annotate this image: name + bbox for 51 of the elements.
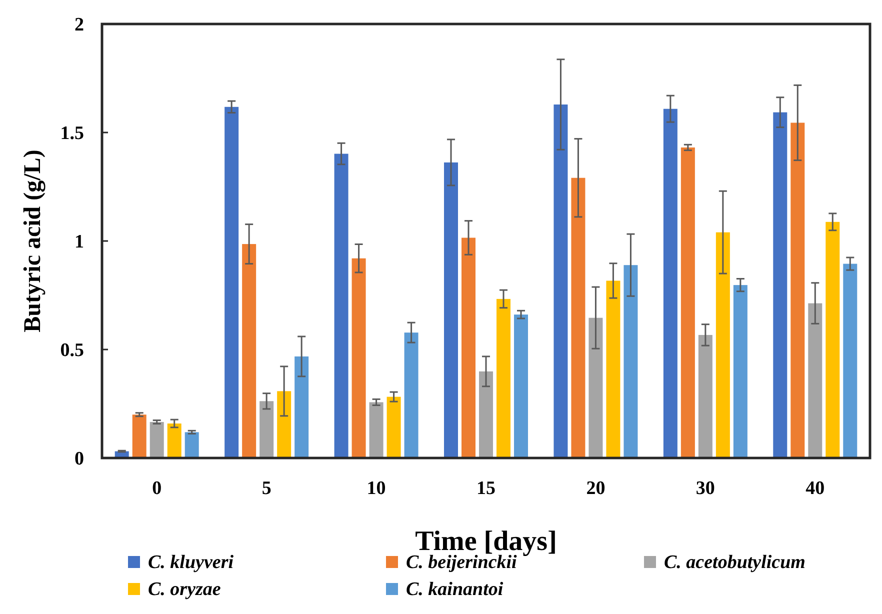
- bar: [224, 106, 239, 458]
- x-tick-label: 15: [476, 478, 496, 499]
- bar: [588, 318, 603, 458]
- x-tick-label: 40: [806, 478, 825, 499]
- bar: [843, 264, 858, 458]
- bar: [790, 122, 805, 458]
- y-tick-label: 1: [74, 232, 84, 253]
- bar: [184, 432, 199, 458]
- bar: [444, 162, 458, 458]
- bar: [571, 178, 586, 458]
- bar: [773, 112, 788, 458]
- x-tick-label: 20: [586, 478, 606, 499]
- bar: [352, 258, 366, 458]
- y-tick-label: 2: [74, 14, 84, 36]
- bar: [698, 334, 712, 458]
- legend-label: C. kluyveri: [148, 552, 234, 573]
- bar: [462, 238, 476, 458]
- bar: [716, 232, 730, 458]
- x-tick-label: 5: [262, 478, 272, 499]
- bar: [808, 303, 822, 458]
- bar: [242, 244, 256, 458]
- bar: [294, 356, 309, 458]
- legend-label: C. oryzae: [148, 579, 222, 600]
- bar: [606, 280, 620, 458]
- bar: [167, 423, 182, 458]
- y-tick-label: 0: [74, 448, 84, 470]
- bar: [496, 298, 510, 458]
- bar: [260, 401, 274, 458]
- bar: [369, 402, 384, 458]
- bar: [624, 265, 638, 458]
- y-tick-label: 0.5: [60, 340, 84, 362]
- bar: [132, 414, 146, 458]
- bar: [404, 332, 418, 458]
- legend-label: C. acetobutylicum: [664, 552, 806, 573]
- bar: [514, 314, 528, 458]
- bar: [733, 285, 748, 458]
- bar: [663, 108, 678, 458]
- bar: [334, 154, 348, 458]
- x-tick-label: 30: [696, 478, 715, 499]
- bar: [277, 391, 292, 458]
- bar: [150, 422, 164, 458]
- y-axis-title: Butyric acid (g/L): [20, 150, 46, 332]
- bar: [386, 396, 401, 458]
- bar: [826, 222, 840, 458]
- legend-label: C. kainantoi: [406, 579, 504, 600]
- x-tick-label: 10: [366, 478, 386, 499]
- y-tick-label: 1.5: [60, 123, 84, 144]
- x-tick-label: 0: [152, 478, 162, 499]
- bar: [554, 104, 568, 458]
- bar: [479, 371, 493, 458]
- bar: [680, 147, 695, 458]
